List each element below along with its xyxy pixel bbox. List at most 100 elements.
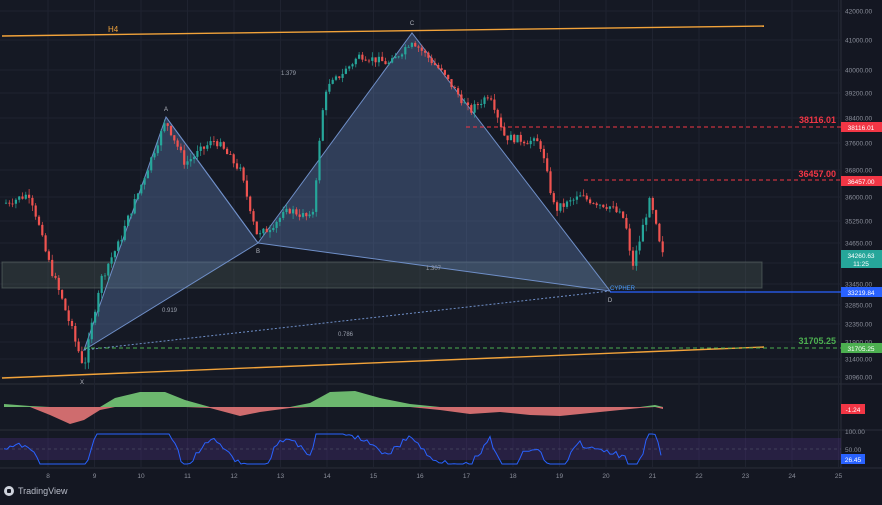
- price-axis[interactable]: 42000.00 41000.00 40000.00 39200.00 38400.00…: [845, 9, 872, 382]
- candle: [658, 222, 661, 243]
- axis-tag-text: 34260.63: [847, 253, 874, 260]
- time-tick-label: 22: [695, 473, 703, 480]
- candle: [199, 142, 202, 157]
- time-tick-label: 18: [509, 473, 517, 480]
- candle: [311, 208, 314, 218]
- candle: [282, 206, 285, 221]
- candle: [562, 198, 565, 213]
- candle: [34, 203, 37, 220]
- candle: [298, 209, 301, 221]
- candle: [47, 249, 50, 262]
- candle: [483, 95, 486, 108]
- timeframe-label: H4: [108, 25, 119, 34]
- candle: [206, 141, 209, 152]
- candle: [18, 195, 21, 203]
- price-tick-label: 35250.00: [845, 219, 872, 226]
- pattern-xd-line[interactable]: [83, 290, 611, 351]
- candle: [44, 233, 47, 253]
- rsi-line: [3, 433, 662, 465]
- point-label-a: A: [164, 107, 168, 113]
- price-tick-label: 34650.00: [845, 241, 872, 248]
- candle: [110, 252, 113, 268]
- candle: [259, 230, 262, 238]
- candle: [394, 52, 397, 59]
- candle: [325, 89, 328, 116]
- axis-tag-text: 33219.84: [847, 290, 874, 297]
- time-tick-label: 17: [463, 473, 471, 480]
- candle: [486, 94, 489, 101]
- brand-name: TradingView: [18, 486, 68, 496]
- channel-lower-line[interactable]: [1, 346, 765, 379]
- brand-badge[interactable]: TradingView: [4, 484, 68, 498]
- price-tick-label: 30960.00: [845, 375, 872, 382]
- candle-series[interactable]: [4, 41, 664, 370]
- candle: [272, 224, 275, 232]
- candle: [179, 143, 182, 153]
- candle: [117, 239, 120, 252]
- axis-tag[interactable]: 31705.25: [841, 343, 882, 353]
- candle: [318, 137, 321, 184]
- rsi-tick-label: 50.00: [845, 447, 862, 454]
- axis-tag-text: -1.24: [846, 407, 861, 414]
- candle: [24, 191, 27, 200]
- candle: [146, 169, 149, 179]
- candle: [292, 205, 295, 219]
- candle: [473, 100, 476, 118]
- candle: [516, 134, 519, 143]
- candle: [150, 156, 153, 173]
- ratio-label: 1.307: [426, 266, 442, 272]
- zone-rectangle[interactable]: [1, 261, 763, 289]
- candle: [235, 158, 239, 171]
- pattern-ab-line[interactable]: [165, 116, 259, 244]
- candle: [301, 208, 305, 219]
- candle: [328, 79, 331, 95]
- candle: [417, 44, 420, 53]
- point-label-b: B: [256, 249, 260, 255]
- candle: [176, 138, 179, 150]
- ratio-label: 0.786: [338, 332, 354, 338]
- candle: [338, 76, 341, 80]
- candle: [552, 191, 555, 205]
- candle: [397, 55, 400, 59]
- candle: [463, 98, 466, 104]
- channel-upper-line[interactable]: [1, 25, 765, 37]
- candle: [612, 200, 615, 209]
- axis-tag[interactable]: 33219.84: [841, 287, 882, 297]
- candle: [160, 129, 163, 151]
- candle: [443, 69, 446, 78]
- candle: [476, 101, 479, 110]
- axis-tag-rsi[interactable]: 26.45: [841, 454, 865, 464]
- price-tick-label: 36000.00: [845, 195, 872, 202]
- candle: [361, 52, 364, 63]
- time-tick-label: 24: [788, 473, 796, 480]
- candle: [189, 153, 192, 167]
- candle: [107, 263, 110, 283]
- candle: [278, 216, 281, 227]
- countdown-text: 11:25: [853, 261, 869, 268]
- candle: [315, 177, 318, 217]
- pattern-triangle-bcd[interactable]: [257, 32, 612, 292]
- candle: [490, 95, 493, 101]
- candle: [575, 191, 578, 205]
- time-tick-label: 10: [137, 473, 145, 480]
- candle: [37, 215, 41, 226]
- ratio-label: 1.379: [281, 71, 297, 77]
- axis-tag[interactable]: 36457.00: [841, 176, 882, 186]
- axis-tag-current-price[interactable]: 34260.63 11:25: [841, 250, 882, 268]
- candle: [130, 213, 133, 219]
- time-axis[interactable]: 8 9 10 11 12 13 14 15 16 17 18 19 20 21 22 23 24 25: [46, 473, 842, 480]
- price-tick-label: 31400.00: [845, 357, 872, 364]
- price-tick-label: 40000.00: [845, 68, 872, 75]
- candle: [519, 131, 522, 146]
- candle: [219, 138, 222, 148]
- price-tick-label: 39200.00: [845, 91, 872, 98]
- candle: [94, 309, 97, 326]
- candle: [255, 221, 258, 235]
- candle: [140, 184, 143, 196]
- candle: [384, 57, 387, 65]
- axis-tag[interactable]: 38116.01: [841, 122, 882, 132]
- candle: [8, 200, 11, 207]
- axis-tag-oscillator[interactable]: -1.24: [841, 404, 865, 414]
